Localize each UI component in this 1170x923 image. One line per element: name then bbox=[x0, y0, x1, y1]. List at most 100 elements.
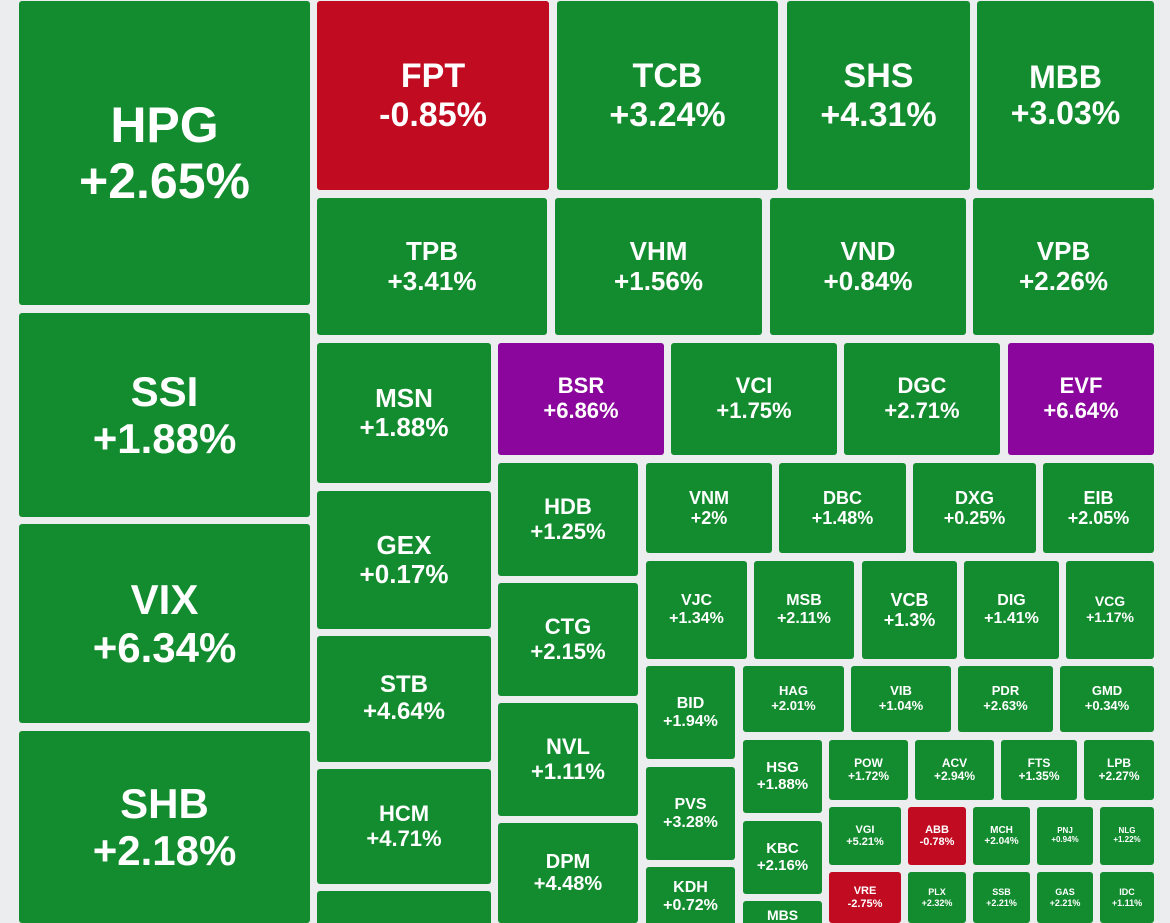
tile-vcg[interactable]: VCG +1.17% bbox=[1066, 561, 1154, 659]
tile-change-percent: +1.35% bbox=[1018, 769, 1060, 783]
tile-kdh[interactable]: KDH +0.72% bbox=[646, 867, 735, 923]
tile-acv[interactable]: ACV +2.94% bbox=[915, 740, 994, 800]
tile-vhm[interactable]: VHM +1.56% bbox=[555, 198, 762, 335]
tile-change-percent: -0.78% bbox=[919, 836, 955, 848]
tile-pnj[interactable]: PNJ +0.94% bbox=[1037, 807, 1093, 865]
tile-shb[interactable]: SHB +2.18% bbox=[19, 731, 310, 923]
tile-fpt[interactable]: FPT -0.85% bbox=[317, 1, 549, 190]
tile-symbol: BSR bbox=[557, 373, 605, 399]
tile-hpg[interactable]: HPG +2.65% bbox=[19, 1, 310, 305]
tile-symbol: DXG bbox=[954, 487, 994, 508]
tile-unlabeled-16[interactable] bbox=[317, 891, 491, 923]
tile-symbol: KDH bbox=[673, 879, 708, 897]
tile-pdr[interactable]: PDR +2.63% bbox=[958, 666, 1053, 732]
tile-tcb[interactable]: TCB +3.24% bbox=[557, 1, 778, 190]
tile-vjc[interactable]: VJC +1.34% bbox=[646, 561, 747, 659]
tile-fts[interactable]: FTS +1.35% bbox=[1001, 740, 1077, 800]
tile-mbb[interactable]: MBB +3.03% bbox=[977, 1, 1154, 190]
tile-symbol: HAG bbox=[779, 683, 808, 699]
tile-change-percent: +1.34% bbox=[669, 610, 724, 627]
tile-vcb[interactable]: VCB +1.3% bbox=[862, 561, 957, 659]
tile-dpm[interactable]: DPM +4.48% bbox=[498, 823, 638, 923]
tile-symbol: VRE bbox=[853, 885, 877, 898]
tile-symbol: NVL bbox=[546, 733, 590, 759]
tile-hcm[interactable]: HCM +4.71% bbox=[317, 769, 491, 884]
tile-dbc[interactable]: DBC +1.48% bbox=[779, 463, 906, 553]
tile-change-percent: +4.64% bbox=[362, 698, 446, 725]
tile-symbol: DBC bbox=[823, 487, 862, 508]
tile-change-percent: +1.88% bbox=[359, 412, 449, 442]
tile-symbol: IDC bbox=[1119, 887, 1135, 898]
tile-hdb[interactable]: HDB +1.25% bbox=[498, 463, 638, 576]
tile-change-percent: +2.21% bbox=[1049, 897, 1081, 908]
tile-change-percent: +0.17% bbox=[359, 559, 449, 589]
tile-change-percent: +2.21% bbox=[986, 897, 1017, 908]
tile-symbol: VIB bbox=[890, 683, 912, 699]
tile-symbol: CTG bbox=[544, 613, 592, 639]
tile-gmd[interactable]: GMD +0.34% bbox=[1060, 666, 1154, 732]
tile-symbol: GMD bbox=[1091, 683, 1123, 699]
tile-mch[interactable]: MCH +2.04% bbox=[973, 807, 1030, 865]
tile-symbol: VCI bbox=[735, 373, 773, 399]
tile-vnm[interactable]: VNM +2% bbox=[646, 463, 772, 553]
tile-symbol: VPB bbox=[1036, 236, 1091, 267]
tile-symbol: PLX bbox=[928, 887, 946, 898]
tile-change-percent: +1.56% bbox=[614, 265, 703, 296]
tile-bid[interactable]: BID +1.94% bbox=[646, 666, 735, 759]
tile-tpb[interactable]: TPB +3.41% bbox=[317, 198, 547, 335]
tile-eib[interactable]: EIB +2.05% bbox=[1043, 463, 1154, 553]
tile-symbol: HCM bbox=[378, 800, 430, 826]
tile-plx[interactable]: PLX +2.32% bbox=[908, 872, 966, 923]
tile-stb[interactable]: STB +4.64% bbox=[317, 636, 491, 762]
tile-dig[interactable]: DIG +1.41% bbox=[964, 561, 1059, 659]
tile-vib[interactable]: VIB +1.04% bbox=[851, 666, 951, 732]
tile-change-percent: +2.05% bbox=[1067, 508, 1130, 528]
tile-change-percent: +2.26% bbox=[1019, 265, 1108, 296]
tile-abb[interactable]: ABB -0.78% bbox=[908, 807, 966, 865]
tile-symbol: VHM bbox=[629, 236, 688, 267]
tile-mbs[interactable]: MBS bbox=[743, 901, 822, 923]
tile-ssb[interactable]: SSB +2.21% bbox=[973, 872, 1030, 923]
tile-dgc[interactable]: DGC +2.71% bbox=[844, 343, 1000, 455]
tile-symbol: SHS bbox=[843, 57, 914, 96]
tile-change-percent: +1.04% bbox=[878, 698, 924, 713]
tile-nvl[interactable]: NVL +1.11% bbox=[498, 703, 638, 816]
tile-lpb[interactable]: LPB +2.27% bbox=[1084, 740, 1154, 800]
tile-evf[interactable]: EVF +6.64% bbox=[1008, 343, 1154, 455]
tile-kbc[interactable]: KBC +2.16% bbox=[743, 821, 822, 894]
tile-symbol: GAS bbox=[1055, 887, 1075, 898]
tile-hag[interactable]: HAG +2.01% bbox=[743, 666, 844, 732]
tile-symbol: SHB bbox=[120, 779, 209, 827]
tile-vgi[interactable]: VGI +5.21% bbox=[829, 807, 901, 865]
tile-ssi[interactable]: SSI +1.88% bbox=[19, 313, 310, 517]
tile-change-percent: +4.48% bbox=[533, 873, 603, 895]
tile-idc[interactable]: IDC +1.11% bbox=[1100, 872, 1154, 923]
tile-change-percent: +2.65% bbox=[79, 153, 250, 209]
tile-shs[interactable]: SHS +4.31% bbox=[787, 1, 970, 190]
tile-bsr[interactable]: BSR +6.86% bbox=[498, 343, 664, 455]
tile-symbol: BID bbox=[676, 694, 705, 712]
tile-vnd[interactable]: VND +0.84% bbox=[770, 198, 966, 335]
tile-msn[interactable]: MSN +1.88% bbox=[317, 343, 491, 483]
tile-vci[interactable]: VCI +1.75% bbox=[671, 343, 837, 455]
tile-ctg[interactable]: CTG +2.15% bbox=[498, 583, 638, 696]
tile-vre[interactable]: VRE -2.75% bbox=[829, 872, 901, 923]
tile-change-percent: +6.86% bbox=[543, 398, 619, 423]
tile-change-percent: +2.01% bbox=[771, 698, 816, 713]
tile-change-percent: +2.27% bbox=[1098, 769, 1140, 783]
tile-gex[interactable]: GEX +0.17% bbox=[317, 491, 491, 629]
tile-symbol: HDB bbox=[544, 493, 592, 519]
tile-nlg[interactable]: NLG +1.22% bbox=[1100, 807, 1154, 865]
tile-symbol: PNJ bbox=[1057, 826, 1073, 836]
tile-vpb[interactable]: VPB +2.26% bbox=[973, 198, 1154, 335]
tile-change-percent: +0.25% bbox=[943, 508, 1006, 528]
tile-pvs[interactable]: PVS +3.28% bbox=[646, 767, 735, 860]
tile-msb[interactable]: MSB +2.11% bbox=[754, 561, 854, 659]
tile-dxg[interactable]: DXG +0.25% bbox=[913, 463, 1036, 553]
tile-hsg[interactable]: HSG +1.88% bbox=[743, 740, 822, 813]
tile-gas[interactable]: GAS +2.21% bbox=[1037, 872, 1093, 923]
tile-vix[interactable]: VIX +6.34% bbox=[19, 524, 310, 723]
tile-pow[interactable]: POW +1.72% bbox=[829, 740, 908, 800]
tile-change-percent: +4.31% bbox=[820, 95, 937, 134]
